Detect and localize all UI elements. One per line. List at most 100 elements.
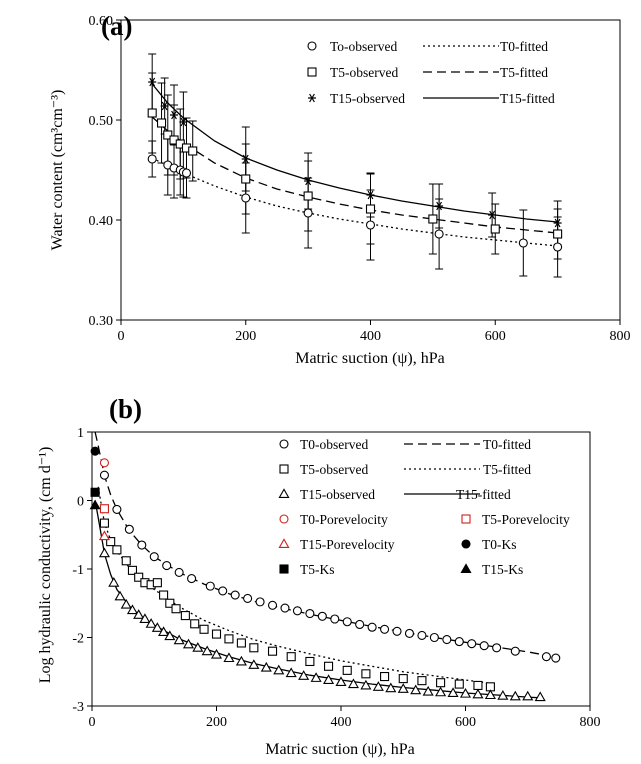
panel-a-point-to-observed <box>553 242 563 252</box>
panel-b-point-t0-observed <box>187 574 197 584</box>
panel-a-point-t5-observed <box>163 130 173 140</box>
panel-b-y-tick-label: -1 <box>72 563 84 578</box>
panel-b-legend-label-t0-ks: T0-Ks <box>482 537 517 552</box>
panel-b-point-t5-observed <box>267 646 278 656</box>
panel-b-point-t15-observed <box>108 576 120 587</box>
panel-a-y-tick-label: 0.30 <box>89 314 114 329</box>
panel-b-point-t15-observed <box>139 613 151 624</box>
panel-a-legend-symbol-t5-observed <box>307 67 317 77</box>
panel-b-legend-label-t5-observed: T5-observed <box>300 462 368 477</box>
panel-a-legend-symbol-t15-observed <box>308 93 316 103</box>
panel-b-legend-label-t15-observed: T15-observed <box>300 487 375 502</box>
panel-b-point-t15-observed <box>114 590 126 601</box>
panel-b-point-t5-observed <box>249 643 259 653</box>
panel-b-point-t0-observed <box>205 581 215 591</box>
panel-b-point-t15-observed <box>298 670 310 680</box>
panel-b-point-t5-observed <box>99 518 109 528</box>
panel-a-label: (a) <box>101 11 132 41</box>
panel-b-point-t0-observed <box>99 470 109 480</box>
panel-b-point-t5-observed <box>121 556 131 566</box>
panel-b-y-tick-label: -2 <box>72 632 84 647</box>
panel-b-point-t5-observed <box>159 590 169 600</box>
panel-b-point-t15-observed <box>235 655 247 666</box>
panel-b-point-t0-observed <box>380 624 390 634</box>
panel-b-y-tick-label: 1 <box>77 426 84 441</box>
panel-b-point-t15-observed <box>522 690 534 701</box>
panel-a-point-to-observed <box>518 238 528 248</box>
panel-a-point-t5-observed <box>241 174 251 184</box>
panel-b-point-t15-porevelocity <box>98 530 110 541</box>
panel-b-point-t5-observed <box>454 679 464 689</box>
panel-b-legend-symbol-t15-ks <box>460 563 472 574</box>
panel-a-point-t5-observed <box>156 118 167 128</box>
panel-a-point-t5-observed <box>553 229 563 239</box>
panel-b-point-t0-observed <box>479 641 489 651</box>
panel-b-x-tick-label: 400 <box>331 715 352 730</box>
panel-b-point-t0-observed <box>510 646 520 656</box>
panel-b-point-t5-observed <box>417 676 427 686</box>
panel-b-point-t5-observed <box>473 680 483 691</box>
panel-a-point-to-observed <box>365 220 376 230</box>
panel-b-line-t5-fitted <box>97 486 491 685</box>
panel-b-legend-symbol-t0-porevelocity <box>279 514 289 524</box>
panel-b-legend-symbol-t15-observed <box>278 488 290 499</box>
panel-b-point-t15-observed <box>210 648 223 659</box>
panel-a-legend-label-t15-observed: T15-observed <box>330 91 405 106</box>
panel-a-y-tick-label: 0.60 <box>89 14 114 29</box>
panel-a-x-tick-label: 800 <box>610 329 631 344</box>
panel-b-point-t0-observed <box>137 540 147 550</box>
panel-b-point-t0-observed <box>429 632 439 643</box>
panel-b-legend-symbol-t5-porevelocity <box>461 514 471 524</box>
panel-b-point-t5-observed <box>361 669 371 679</box>
panel-b-point-t0-observed <box>255 597 265 607</box>
panel-b-x-tick-label: 800 <box>580 715 601 730</box>
panel-b-point-t0-observed <box>392 626 402 636</box>
panel-b-point-t0-observed <box>218 586 228 596</box>
panel-b-legend-label-t0-observed: T0-observed <box>300 437 368 452</box>
panel-a-legend-label-to-observed: To-observed <box>330 39 398 54</box>
panel-b-point-t0-observed <box>404 628 415 638</box>
panel-b-legend-label-t5-porevelocity: T5-Porevelocity <box>482 512 570 527</box>
panel-b-point-t15-observed <box>310 672 322 682</box>
panel-b-point-t0-observed <box>243 593 253 604</box>
panel-b-point-t15-observed <box>422 685 434 696</box>
panel-a-point-t15-observed <box>304 176 313 186</box>
panel-b-point-t15-observed <box>397 683 409 693</box>
panel-a-chart: (a) Matric suction (ψ), hPa Water conten… <box>49 11 631 367</box>
panel-b-point-t0-observed <box>305 608 315 619</box>
panel-b-point-t5-observed <box>211 629 222 639</box>
panel-b-point-t0-observed <box>162 561 172 571</box>
panel-b-point-t0-observed <box>280 603 290 613</box>
panel-b-point-t5-observed <box>112 545 122 555</box>
panel-b-point-t5-observed <box>152 578 162 588</box>
panel-b-point-t5-observed <box>342 665 352 675</box>
panel-b-point-t15-observed <box>285 667 297 678</box>
panel-b-point-t15-observed <box>497 690 509 700</box>
panel-b-point-t0-observed <box>417 630 427 640</box>
panel-a-point-t15-observed <box>553 218 562 228</box>
panel-b-point-t0-observed <box>174 567 184 577</box>
panel-b-point-t5-observed <box>171 604 181 614</box>
panel-b-point-t15-observed <box>182 638 195 649</box>
panel-a-point-t5-observed <box>147 108 157 118</box>
panel-b-point-t15-observed <box>126 604 139 615</box>
panel-b-legend-label-t0-porevelocity: T0-Porevelocity <box>300 512 388 527</box>
panel-b-point-t0-observed <box>124 524 134 534</box>
panel-a-point-t5-observed <box>428 214 438 224</box>
panel-b-x-tick-label: 200 <box>206 715 227 730</box>
panel-b-legend-label-t15-ks: T15-Ks <box>482 562 523 577</box>
panel-b-point-t5-observed <box>305 656 315 667</box>
panel-b-point-t0-observed <box>492 643 502 653</box>
panel-b-y-tick-label: -3 <box>72 700 84 715</box>
panel-b-point-t0-observed <box>551 653 561 663</box>
panel-b-point-t0-observed <box>267 600 278 610</box>
panel-b-point-t5-observed <box>236 638 246 648</box>
panel-b-point-t0-observed <box>541 652 551 662</box>
panel-b-point-t0-observed <box>292 606 302 616</box>
panel-b-point-t15-ks <box>89 499 101 510</box>
panel-a-point-to-observed <box>434 229 444 239</box>
panel-a-legend-label-t15-fitted: T15-fitted <box>500 91 555 106</box>
panel-b-point-t15-observed <box>385 682 397 693</box>
panel-b-point-t15-observed <box>260 661 272 672</box>
